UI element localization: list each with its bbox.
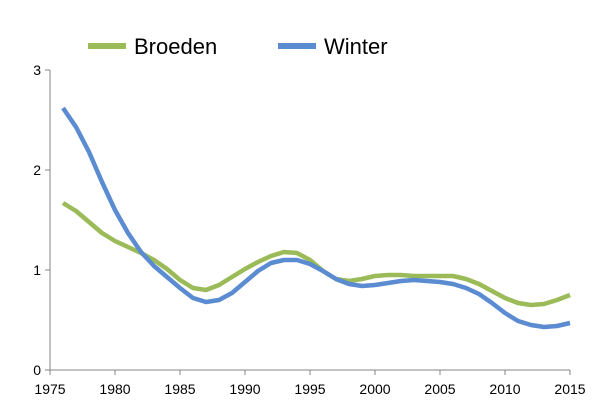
y-tick-label: 0 xyxy=(33,362,41,378)
y-tick-label: 1 xyxy=(33,262,41,278)
x-tick-label: 1980 xyxy=(99,381,130,397)
legend-label-broeden: Broeden xyxy=(134,34,217,59)
x-tick-label: 2015 xyxy=(554,381,585,397)
series-line-winter xyxy=(61,106,571,330)
y-tick-label: 2 xyxy=(33,162,41,178)
x-tick-label: 1995 xyxy=(294,381,325,397)
series-lines xyxy=(61,106,571,330)
x-tick-label: 2010 xyxy=(489,381,520,397)
x-tick-label: 1975 xyxy=(34,381,65,397)
x-tick-label: 2005 xyxy=(424,381,455,397)
axes: 0 1 2 3 1975 1980 1985 1990 1995 2000 2005 2010 2015 xyxy=(33,62,586,397)
legend: Broeden Winter xyxy=(88,34,388,59)
x-tick-label: 1990 xyxy=(229,381,260,397)
legend-label-winter: Winter xyxy=(324,34,388,59)
y-tick-label: 3 xyxy=(33,62,41,78)
x-tick-label: 1985 xyxy=(164,381,195,397)
series-line-broeden xyxy=(61,201,571,308)
x-tick-label: 2000 xyxy=(359,381,390,397)
